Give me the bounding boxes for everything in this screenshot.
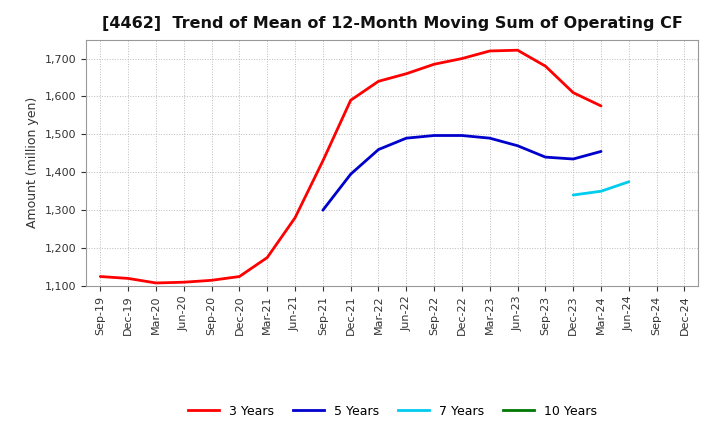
- Title: [4462]  Trend of Mean of 12-Month Moving Sum of Operating CF: [4462] Trend of Mean of 12-Month Moving …: [102, 16, 683, 32]
- Legend: 3 Years, 5 Years, 7 Years, 10 Years: 3 Years, 5 Years, 7 Years, 10 Years: [183, 400, 602, 423]
- Y-axis label: Amount (million yen): Amount (million yen): [27, 97, 40, 228]
